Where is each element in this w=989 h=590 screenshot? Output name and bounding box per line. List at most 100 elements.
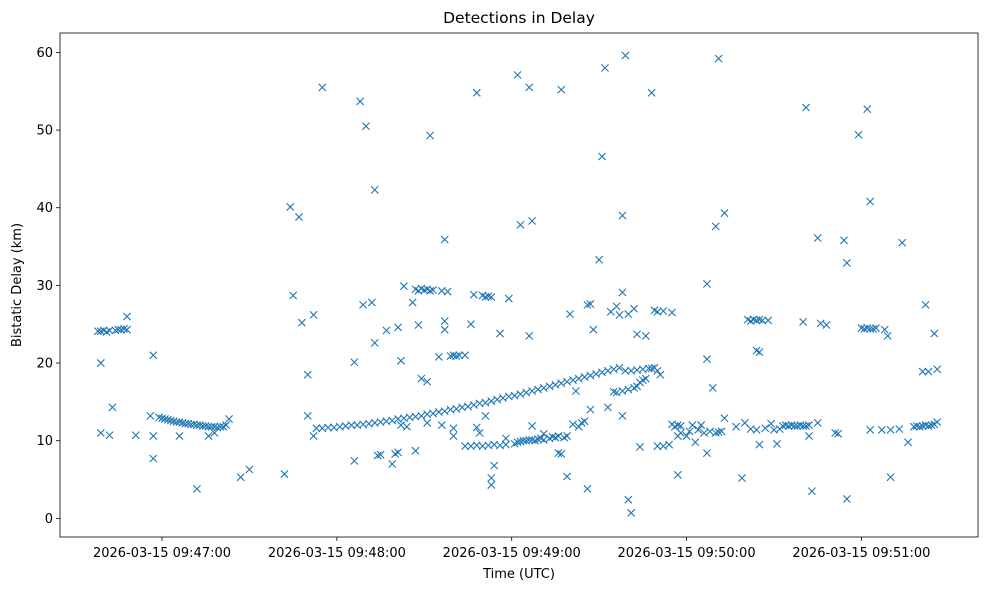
data-point xyxy=(668,308,676,317)
data-point xyxy=(155,413,164,422)
data-point xyxy=(294,213,303,222)
data-point xyxy=(163,415,172,424)
data-point xyxy=(711,428,720,437)
data-point xyxy=(717,427,726,436)
data-point xyxy=(423,418,432,427)
data-point xyxy=(592,369,601,378)
data-point xyxy=(236,473,245,482)
y-tick-label: 0 xyxy=(45,512,53,527)
data-point xyxy=(676,421,685,430)
data-point xyxy=(673,470,682,479)
data-point xyxy=(755,348,764,357)
x-tick-label: 2026-03-15 09:49:00 xyxy=(443,546,581,561)
data-point xyxy=(498,394,507,402)
data-point xyxy=(568,420,577,429)
data-point xyxy=(904,438,913,447)
data-point xyxy=(752,316,761,325)
data-point xyxy=(443,287,452,296)
data-point xyxy=(350,456,359,465)
data-point xyxy=(309,310,318,319)
data-point xyxy=(842,258,851,267)
data-point xyxy=(653,442,662,451)
data-point xyxy=(280,470,289,479)
data-point xyxy=(615,310,624,319)
data-point xyxy=(831,428,840,437)
data-point xyxy=(347,421,356,430)
data-point xyxy=(123,312,132,321)
x-axis: 2026-03-15 09:47:00 2026-03-15 09:48:00 20… xyxy=(93,537,930,561)
data-point xyxy=(528,421,537,430)
data-point xyxy=(426,131,435,140)
data-point xyxy=(563,432,572,441)
data-point xyxy=(813,234,822,243)
data-point xyxy=(927,421,936,430)
data-point xyxy=(702,449,711,458)
data-point xyxy=(510,391,519,400)
data-point xyxy=(641,331,650,340)
data-point xyxy=(909,422,918,431)
data-point xyxy=(752,425,761,434)
data-point xyxy=(869,324,878,333)
data-point xyxy=(761,424,770,433)
data-point xyxy=(440,407,449,416)
data-point xyxy=(603,403,612,412)
y-tick-label: 50 xyxy=(36,124,53,139)
data-point xyxy=(615,363,624,372)
data-point xyxy=(758,316,767,325)
data-point xyxy=(417,374,426,383)
data-point xyxy=(225,414,234,423)
data-point xyxy=(434,352,443,361)
data-point xyxy=(618,288,627,297)
y-axis: 0 10 20 30 40 50 60 xyxy=(36,46,60,527)
data-point xyxy=(618,411,627,420)
data-point xyxy=(755,315,764,324)
data-point xyxy=(204,432,213,441)
data-point xyxy=(399,282,408,291)
y-tick-label: 40 xyxy=(36,201,53,216)
data-point xyxy=(192,484,201,493)
data-point xyxy=(528,216,537,225)
data-point xyxy=(589,325,598,334)
data-point xyxy=(659,307,668,316)
data-point xyxy=(373,451,382,460)
data-point xyxy=(496,329,505,338)
data-point xyxy=(501,440,510,449)
data-point xyxy=(691,438,700,447)
data-point xyxy=(720,209,729,218)
data-point xyxy=(621,51,630,60)
y-tick-label: 60 xyxy=(36,46,53,61)
data-point xyxy=(595,255,604,264)
data-point xyxy=(714,428,723,437)
data-point xyxy=(915,422,924,431)
data-point xyxy=(665,440,674,449)
data-point xyxy=(105,326,114,335)
axes-frame xyxy=(59,32,979,538)
x-tick-label: 2026-03-15 09:47:00 xyxy=(93,546,231,561)
data-point xyxy=(816,319,825,328)
data-point xyxy=(807,487,816,496)
data-point xyxy=(563,472,572,481)
data-point xyxy=(574,374,583,383)
data-point xyxy=(568,376,577,385)
data-point xyxy=(912,421,921,430)
data-point xyxy=(362,122,370,131)
data-point xyxy=(866,197,875,206)
plot-area xyxy=(93,51,942,517)
data-point xyxy=(764,316,773,325)
data-point xyxy=(160,414,169,423)
data-point xyxy=(318,83,327,92)
data-point xyxy=(146,411,155,420)
data-point xyxy=(504,294,513,303)
data-point xyxy=(921,421,930,430)
data-point xyxy=(108,403,117,412)
data-point xyxy=(464,402,472,411)
data-point xyxy=(446,352,455,361)
data-point xyxy=(452,404,461,413)
data-point xyxy=(481,293,490,302)
data-point xyxy=(924,367,933,376)
data-point xyxy=(525,83,534,92)
data-point xyxy=(600,63,609,72)
data-point xyxy=(117,325,126,334)
data-point xyxy=(647,364,656,373)
data-point xyxy=(297,318,306,327)
